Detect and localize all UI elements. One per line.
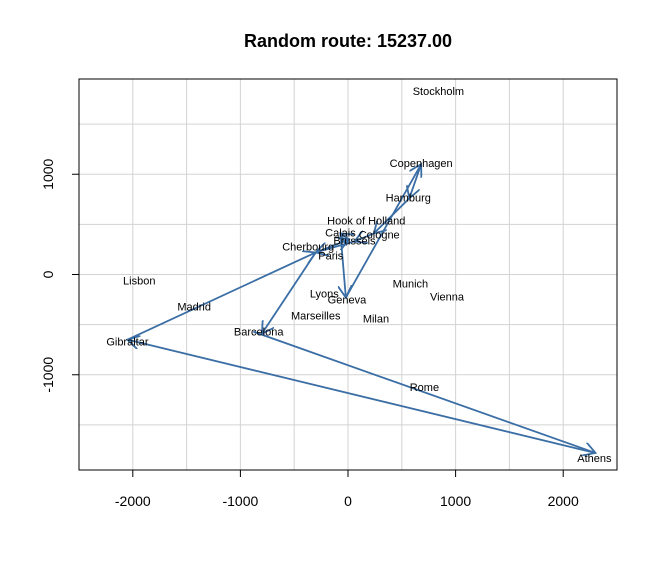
city-label-lyons: Lyons <box>310 289 339 301</box>
route-segment-2 <box>127 252 315 341</box>
route-segment-0 <box>253 330 595 453</box>
y-tick-label-2: 1000 <box>40 158 56 189</box>
x-tick-label-2: 0 <box>344 493 352 509</box>
city-label-madrid: Madrid <box>177 302 211 314</box>
grid <box>78 79 618 470</box>
city-label-vienna: Vienna <box>430 292 465 304</box>
city-label-calais: Calais <box>325 227 356 239</box>
city-label-rome: Rome <box>410 382 439 394</box>
chart-title: Random route: 15237.00 <box>244 31 452 51</box>
x-tick-label-0: -2000 <box>115 493 151 509</box>
city-label-geneva: Geneva <box>328 295 367 307</box>
x-tick-label-1: -1000 <box>222 493 258 509</box>
route-segment-6 <box>340 233 345 297</box>
city-label-marseilles: Marseilles <box>291 311 341 323</box>
route-lines <box>127 164 595 453</box>
y-tick-label-1: 0 <box>40 270 56 278</box>
city-label-cherbourg: Cherbourg <box>282 241 334 253</box>
city-label-athens: Athens <box>577 453 612 465</box>
city-labels: Stockholm Copenhagen Hamburg Hook of Hollan… <box>106 86 612 465</box>
route-segment-11 <box>316 240 355 252</box>
route-segment-9 <box>374 197 410 233</box>
city-label-brussels: Brussels <box>333 235 376 247</box>
city-label-milan: Milan <box>363 314 389 326</box>
x-tick-label-3: 1000 <box>440 493 471 509</box>
city-label-stockholm: Stockholm <box>413 86 464 98</box>
route-segment-1 <box>127 340 596 454</box>
city-label-paris: Paris <box>318 250 344 262</box>
city-label-lisbon: Lisbon <box>123 276 155 288</box>
x-tick-label-4: 2000 <box>548 493 579 509</box>
city-label-hamburg: Hamburg <box>386 192 431 204</box>
route-segment-3 <box>262 251 317 333</box>
y-tick-label-0: -1000 <box>40 357 56 393</box>
city-label-barcelona: Barcelona <box>234 327 284 339</box>
route-segment-5 <box>340 233 349 239</box>
city-label-hook-of-holland: Hook of Holland <box>327 215 405 227</box>
route-segment-8 <box>409 163 423 198</box>
city-label-munich: Munich <box>393 279 428 291</box>
city-label-copenhagen: Copenhagen <box>390 158 453 170</box>
city-label-gibraltar: Gibraltar <box>106 337 149 349</box>
route-segment-10 <box>354 233 375 241</box>
axes: -2000 -1000 0 1000 2000 -1000 0 1000 <box>40 158 579 509</box>
city-label-cologne: Cologne <box>359 229 400 241</box>
